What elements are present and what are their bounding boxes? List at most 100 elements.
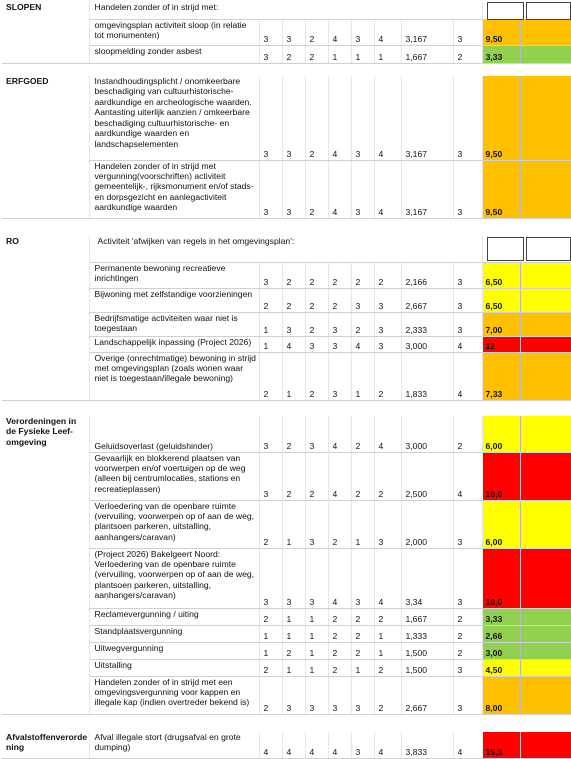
value-cell: 3 bbox=[374, 312, 402, 337]
value-cell: 2 bbox=[282, 45, 306, 64]
value-cell: 2 bbox=[259, 608, 283, 626]
table-row: Handelen zonder of in strijd met vergunn… bbox=[2, 160, 571, 219]
value-cell: 2 bbox=[328, 500, 352, 549]
table-row: SLOPEN Handelen zonder of in strijd met: bbox=[2, 2, 571, 64]
table-row: Verloedering van de openbare ruimte (ver… bbox=[2, 500, 571, 549]
weight-cell: 2 bbox=[453, 625, 483, 643]
table-row: ERFGOED Instandhoudingsplicht / onomkeer… bbox=[2, 76, 571, 219]
value-cell: 3 bbox=[259, 416, 283, 453]
row-description: Bijwoning met zelfstandige voorzieningen bbox=[89, 288, 260, 313]
value-cell: 1 bbox=[282, 352, 306, 401]
value-cell: 4 bbox=[328, 19, 352, 46]
value-cell: 4 bbox=[374, 19, 402, 46]
color-cell bbox=[520, 288, 571, 313]
value-cell: 3 bbox=[282, 548, 306, 609]
weight-cell: 4 bbox=[453, 452, 483, 501]
value-cell: 2 bbox=[259, 659, 283, 677]
table-row: Gevaarlijk en blokkerend plaatsen van vo… bbox=[2, 452, 571, 501]
value-cell: 4 bbox=[328, 452, 352, 501]
value-cell: 2 bbox=[374, 452, 402, 501]
weight-cell: 3 bbox=[453, 288, 483, 313]
value-cell: 1 bbox=[259, 642, 283, 660]
section-erfgoed: ERFGOED Instandhoudingsplicht / onomkeer… bbox=[2, 76, 571, 219]
value-cell: 3 bbox=[259, 45, 283, 64]
value-cell: 3 bbox=[374, 500, 402, 549]
value-cell: 2 bbox=[259, 352, 283, 401]
score-cell: 9,50 bbox=[482, 19, 521, 46]
row-description: Afval illegale stort (drugsafval en grot… bbox=[89, 732, 260, 759]
value-cell: 3 bbox=[351, 288, 375, 313]
score-cell: 7,00 bbox=[482, 312, 521, 337]
average-cell: 2,000 bbox=[401, 500, 454, 549]
value-cell: 1 bbox=[374, 642, 402, 660]
row-description: Uitstalling bbox=[89, 659, 260, 677]
average-cell: 3,000 bbox=[401, 416, 454, 453]
value-cell: 1 bbox=[259, 336, 283, 353]
value-cell: 2 bbox=[305, 452, 329, 501]
table-row: Reclamevergunning / uiting 2 1 1 2 2 2 1,667 2 … bbox=[2, 608, 571, 626]
value-cell: 4 bbox=[374, 548, 402, 609]
weight-cell: 3 bbox=[453, 500, 483, 549]
value-cell: 4 bbox=[351, 336, 375, 353]
value-cell: 3 bbox=[259, 19, 283, 46]
value-cell: 2 bbox=[259, 288, 283, 313]
table-row: Handelen zonder of in strijd met een omg… bbox=[2, 676, 571, 715]
value-cell: 1 bbox=[374, 45, 402, 64]
value-cell: 1 bbox=[282, 608, 306, 626]
value-cell: 2 bbox=[305, 76, 329, 161]
row-description: Standplaatsvergunning bbox=[89, 625, 260, 643]
color-cell bbox=[520, 76, 571, 161]
color-cell bbox=[520, 732, 571, 759]
section-verordeningen: Verordeningen in de Fysieke Leef-omgevin… bbox=[2, 416, 571, 715]
value-cell: 2 bbox=[305, 19, 329, 46]
score-cell: 15,3 bbox=[482, 732, 521, 759]
section-title: Afvalstoffenverordening bbox=[2, 732, 90, 759]
value-cell: 3 bbox=[305, 548, 329, 609]
value-cell: 2 bbox=[374, 262, 402, 289]
average-cell: 3,167 bbox=[401, 76, 454, 161]
weight-cell: 4 bbox=[453, 352, 483, 401]
average-cell: 1,667 bbox=[401, 45, 454, 64]
value-cell: 3 bbox=[328, 352, 352, 401]
score-cell: 6,50 bbox=[482, 262, 521, 289]
value-cell: 3 bbox=[259, 160, 283, 219]
average-cell: 3,000 bbox=[401, 336, 454, 353]
table-erfgoed: ERFGOED Instandhoudingsplicht / onomkeer… bbox=[2, 76, 571, 219]
value-cell: 2 bbox=[305, 288, 329, 313]
score-header-box bbox=[487, 237, 524, 261]
row-description: Bedrijfsmatige activiteiten waar niet is… bbox=[89, 312, 260, 337]
weight-cell: 3 bbox=[453, 160, 483, 219]
score-cell: 3,33 bbox=[482, 45, 521, 64]
section-afvalstoffen: Afvalstoffenverordening Afval illegale s… bbox=[2, 732, 571, 759]
average-cell: 2,667 bbox=[401, 288, 454, 313]
score-cell: 7,33 bbox=[482, 352, 521, 401]
value-cell: 4 bbox=[328, 548, 352, 609]
value-cell: 1 bbox=[351, 659, 375, 677]
table-row: Verordeningen in de Fysieke Leef-omgevin… bbox=[2, 416, 571, 715]
value-cell: 2 bbox=[259, 500, 283, 549]
table-row: Overige (onrechtmatige) bewoning in stri… bbox=[2, 352, 571, 401]
value-cell: 3 bbox=[328, 312, 352, 337]
weight-cell: 3 bbox=[453, 659, 483, 677]
value-cell: 3 bbox=[259, 76, 283, 161]
weight-cell: 3 bbox=[453, 676, 483, 715]
value-cell: 2 bbox=[282, 416, 306, 453]
color-header-box bbox=[526, 2, 571, 20]
value-cell: 4 bbox=[328, 732, 352, 759]
average-cell: 1,667 bbox=[401, 608, 454, 626]
value-cell: 1 bbox=[305, 642, 329, 660]
color-cell bbox=[520, 659, 571, 677]
value-cell: 1 bbox=[351, 352, 375, 401]
color-cell bbox=[520, 642, 571, 660]
color-cell bbox=[520, 312, 571, 337]
value-cell: 3 bbox=[259, 262, 283, 289]
average-cell: 3,34 bbox=[401, 548, 454, 609]
row-description: Landschappelijk inpassing (Project 2026) bbox=[89, 336, 260, 353]
weight-cell: 2 bbox=[453, 45, 483, 64]
value-cell: 3 bbox=[328, 336, 352, 353]
table-row: Uitstalling 2 1 1 2 1 2 1,500 3 4,50 bbox=[2, 659, 571, 677]
value-cell: 2 bbox=[374, 659, 402, 677]
table-row: Standplaatsvergunning 1 1 1 2 2 1 1,333 2 2,66 bbox=[2, 625, 571, 643]
value-cell: 3 bbox=[328, 676, 352, 715]
value-cell: 3 bbox=[282, 19, 306, 46]
